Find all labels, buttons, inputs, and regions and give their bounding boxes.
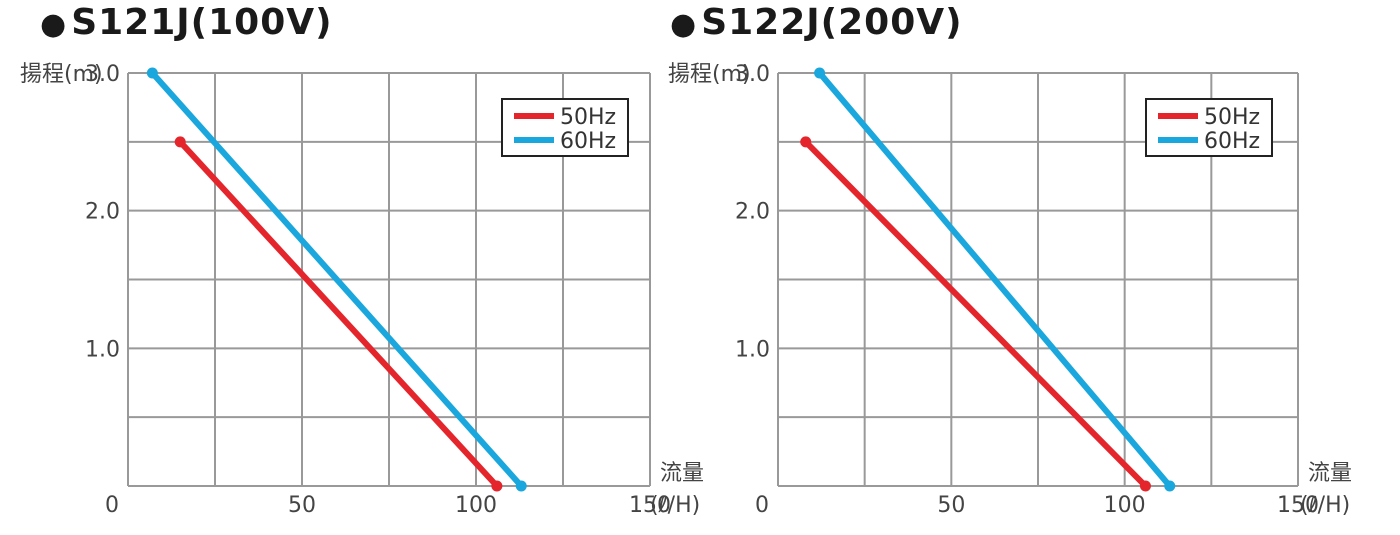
- y-axis-label: 揚程(m): [668, 62, 751, 87]
- x-tick-label: 50: [288, 493, 316, 518]
- x-tick-label: 100: [455, 493, 497, 518]
- x-tick-label: 0: [105, 493, 119, 518]
- y-tick-label: 2.0: [85, 200, 120, 225]
- data-point: [1139, 480, 1151, 492]
- y-tick-label: 3.0: [85, 62, 120, 87]
- x-axis-unit: (ℓ/H): [1300, 493, 1350, 518]
- data-point: [800, 136, 812, 148]
- x-axis-unit: (ℓ/H): [650, 493, 700, 518]
- chart-title: ● S121J(100V): [40, 2, 333, 43]
- x-tick-label: 150: [1277, 493, 1319, 518]
- x-tick-label: 0: [755, 493, 769, 518]
- data-point: [1164, 480, 1176, 492]
- legend-box: [1145, 98, 1273, 157]
- y-tick-label: 1.0: [735, 337, 770, 362]
- x-tick-label: 50: [937, 493, 965, 518]
- chart-panel-s121j: ● S121J(100V) 0 50 100 150 1.0 2.0 3.0 揚程(m) 流量 (ℓ…: [20, 2, 704, 518]
- bullet-icon: ●: [670, 7, 698, 42]
- data-point: [174, 136, 186, 148]
- series-line-60hz: [816, 70, 1173, 489]
- x-axis-label: 流量: [660, 461, 704, 486]
- chart-title-text: S121J(100V): [71, 2, 333, 43]
- y-axis-label: 揚程(m): [20, 62, 103, 87]
- y-tick-label: 2.0: [735, 200, 770, 225]
- chart-title-text: S122J(200V): [701, 2, 963, 43]
- legend-label: 50Hz: [1204, 105, 1260, 130]
- x-tick-label: 100: [1104, 493, 1146, 518]
- bullet-icon: ●: [40, 7, 68, 42]
- series-line-50hz: [177, 138, 500, 489]
- chart-title: ● S122J(200V): [670, 2, 963, 43]
- data-point: [814, 67, 826, 79]
- y-tick-label: 3.0: [735, 62, 770, 87]
- data-point: [491, 480, 503, 492]
- data-point: [515, 480, 527, 492]
- x-tick-label: 150: [629, 493, 671, 518]
- series-line-50hz: [802, 138, 1149, 489]
- y-tick-label: 1.0: [85, 337, 120, 362]
- x-axis-label: 流量: [1308, 461, 1352, 486]
- legend-label: 60Hz: [1204, 129, 1260, 154]
- legend-box: [501, 98, 629, 157]
- chart-panel-s122j: ● S122J(200V) 0 50 100 150 1.0 2.0 3.0 揚程(m) 流量 (ℓ…: [660, 0, 1400, 535]
- legend-label: 50Hz: [560, 105, 616, 130]
- series-line-60hz: [149, 70, 525, 489]
- data-point: [146, 67, 158, 79]
- legend-label: 60Hz: [560, 129, 616, 154]
